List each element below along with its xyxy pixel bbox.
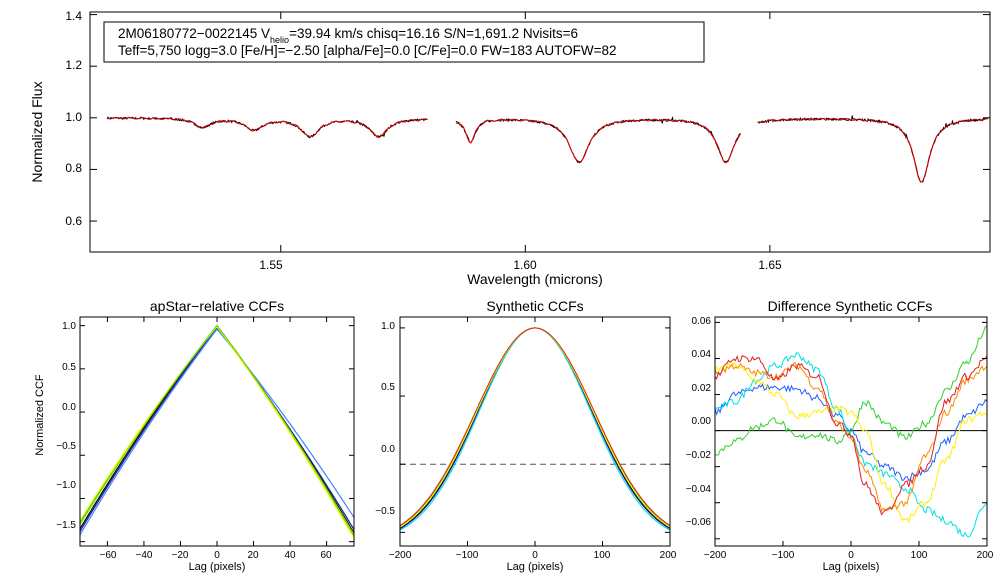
synthetic-ytick-label: 0.0: [381, 444, 395, 455]
apstar-ytick-label: 0.5: [62, 362, 76, 373]
apstar-ytick-label: 1.0: [62, 321, 76, 332]
difference-title: Difference Synthetic CCFs: [768, 298, 933, 314]
apstar-xtick-label: −20: [172, 550, 189, 561]
synthetic-xtick-label: −200: [389, 550, 412, 561]
apstar-xlabel: Lag (pixels): [189, 561, 246, 573]
apstar-xtick-label: 60: [320, 550, 332, 561]
apstar-xtick-label: −40: [136, 550, 153, 561]
apstar-xtick-label: 0: [214, 550, 220, 561]
spec-ylabel: Normalized Flux: [29, 81, 45, 182]
difference-xtick-label: 200: [977, 550, 994, 561]
difference-ytick-label: 0.02: [692, 383, 712, 394]
apstar-ytick-label: −1.5: [56, 520, 76, 531]
synthetic-xtick-label: 200: [660, 550, 677, 561]
synthetic-xtick-label: 100: [594, 550, 611, 561]
synthetic-title: Synthetic CCFs: [486, 298, 583, 314]
spec-ytick-label: 0.8: [65, 161, 82, 175]
synthetic-xlabel: Lag (pixels): [507, 561, 564, 573]
synthetic-ytick-label: 1.0: [381, 321, 395, 332]
synthetic-xtick-label: −100: [456, 550, 479, 561]
spec-annotation-line2: Teff=5,750 logg=3.0 [Fe/H]=−2.50 [alpha/…: [118, 43, 617, 58]
spec-ytick-label: 1.4: [65, 9, 82, 23]
spec-xtick-label: 1.65: [758, 258, 782, 272]
spec-xtick-label: 1.55: [259, 258, 283, 272]
spec-ytick-label: 0.6: [65, 214, 82, 228]
spec-xlabel: Wavelength (microns): [467, 271, 603, 287]
synthetic-xtick-label: 0: [532, 550, 538, 561]
difference-xtick-label: 100: [911, 550, 928, 561]
difference-xtick-label: −200: [704, 550, 727, 561]
difference-ytick-label: 0.04: [692, 349, 712, 360]
spec-xtick-label: 1.60: [513, 258, 537, 272]
difference-ytick-label: 0.00: [692, 416, 712, 427]
apstar-xtick-label: −60: [100, 550, 117, 561]
synthetic-ytick-label: −0.5: [375, 506, 395, 517]
spec-ytick-label: 1.0: [65, 110, 82, 124]
difference-ytick-label: −0.04: [686, 484, 712, 495]
synthetic-ytick-label: 0.5: [381, 382, 395, 393]
apstar-ylabel: Normalized CCF: [34, 374, 46, 456]
apstar-ytick-label: −0.5: [56, 441, 76, 452]
apstar-xtick-label: 20: [247, 550, 259, 561]
difference-ytick-label: 0.06: [692, 316, 712, 327]
difference-xtick-label: −100: [772, 550, 795, 561]
apstar-xtick-label: 40: [284, 550, 296, 561]
spec-ytick-label: 1.2: [65, 58, 82, 72]
difference-ytick-label: −0.06: [686, 517, 712, 528]
apstar-title: apStar−relative CCFs: [150, 298, 284, 314]
apstar-ytick-label: −1.0: [56, 480, 76, 491]
apstar-ytick-label: 0.0: [62, 402, 76, 413]
figure: 1.55 1.60 1.65 0.6 0.8 1.0 1.2 1.4 Wavel…: [0, 0, 1008, 576]
difference-ytick-label: −0.02: [686, 450, 712, 461]
difference-xtick-label: 0: [848, 550, 854, 561]
difference-xlabel: Lag (pixels): [823, 561, 880, 573]
